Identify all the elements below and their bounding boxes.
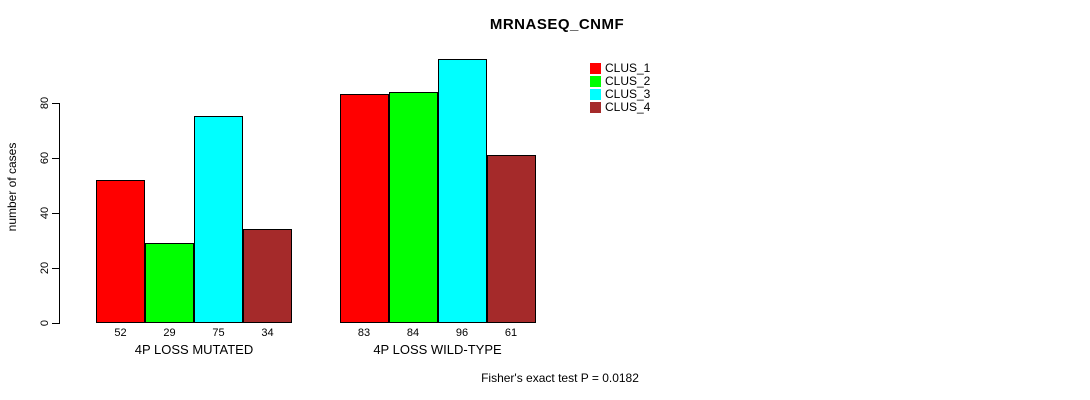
legend-label: CLUS_3 <box>605 87 651 101</box>
y-axis-tick <box>52 212 59 214</box>
legend-label: CLUS_1 <box>605 61 651 75</box>
bar <box>437 58 487 323</box>
y-axis-tick <box>52 157 59 159</box>
bar <box>96 179 145 323</box>
legend-item: CLUS_4 <box>590 101 650 114</box>
legend: CLUS_1 CLUS_2 CLUS_3 CLUS_4 <box>590 62 650 114</box>
y-axis-label: number of cases <box>5 142 19 232</box>
y-axis-tick-label: 20 <box>39 261 51 275</box>
legend-swatch <box>590 63 601 74</box>
legend-label: CLUS_2 <box>605 74 651 88</box>
bar-value-label: 61 <box>504 327 518 339</box>
bar <box>486 154 536 323</box>
bar <box>145 243 194 323</box>
y-axis-line <box>59 102 60 324</box>
bar-value-label: 96 <box>455 327 469 339</box>
bar-value-label: 29 <box>163 327 176 339</box>
legend-item: CLUS_2 <box>590 75 650 88</box>
chart-title: MRNASEQ_CNMF <box>489 16 625 33</box>
y-axis-tick-label: 40 <box>39 206 51 219</box>
annotation-text: Fisher's exact test P = 0.0182 <box>481 371 639 385</box>
bar-value-label: 83 <box>357 327 371 339</box>
y-axis-tick <box>52 267 59 269</box>
y-axis-tick <box>52 323 59 324</box>
legend-label: CLUS_4 <box>605 100 651 114</box>
bar-value-label: 52 <box>114 327 127 339</box>
category-label: 4P LOSS WILD-TYPE <box>373 342 502 357</box>
bar-value-label: 75 <box>212 327 225 339</box>
bar <box>243 229 292 323</box>
legend-swatch <box>590 76 601 87</box>
legend-swatch <box>590 89 601 100</box>
bar-value-label: 84 <box>406 327 420 339</box>
legend-item: CLUS_1 <box>590 62 650 75</box>
bar <box>194 116 243 323</box>
y-axis-tick-label: 0 <box>39 319 51 327</box>
legend-item: CLUS_3 <box>590 88 650 101</box>
bar <box>388 91 438 323</box>
legend-swatch <box>590 102 601 113</box>
y-axis-tick-label: 80 <box>39 96 51 109</box>
y-axis-tick-label: 60 <box>39 151 51 164</box>
bar-value-label: 34 <box>261 327 274 339</box>
bar <box>339 94 389 323</box>
y-axis-tick <box>52 102 59 104</box>
category-label: 4P LOSS MUTATED <box>134 342 254 357</box>
